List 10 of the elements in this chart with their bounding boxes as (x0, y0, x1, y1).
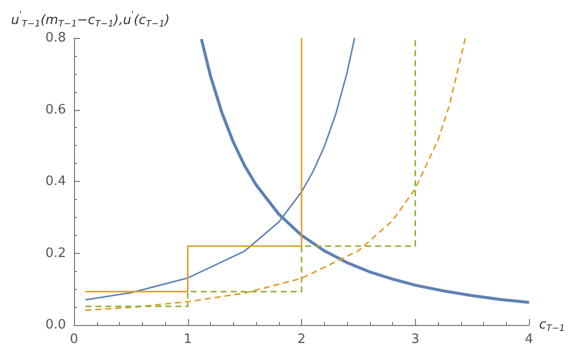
y-tick-label: 0.2 (45, 246, 66, 261)
x-tick-label: 3 (411, 332, 420, 347)
y-tick-label: 0.0 (45, 318, 66, 332)
y-tick-label: 0.8 (45, 30, 66, 46)
y-tick-label: 0.6 (45, 102, 66, 118)
y-tick-label: 0.4 (45, 174, 66, 189)
x-tick-label: 0 (70, 332, 78, 347)
x-tick-label: 4 (524, 332, 534, 347)
x-tick-label: 2 (297, 332, 306, 347)
x-tick-label: 1 (184, 332, 192, 347)
